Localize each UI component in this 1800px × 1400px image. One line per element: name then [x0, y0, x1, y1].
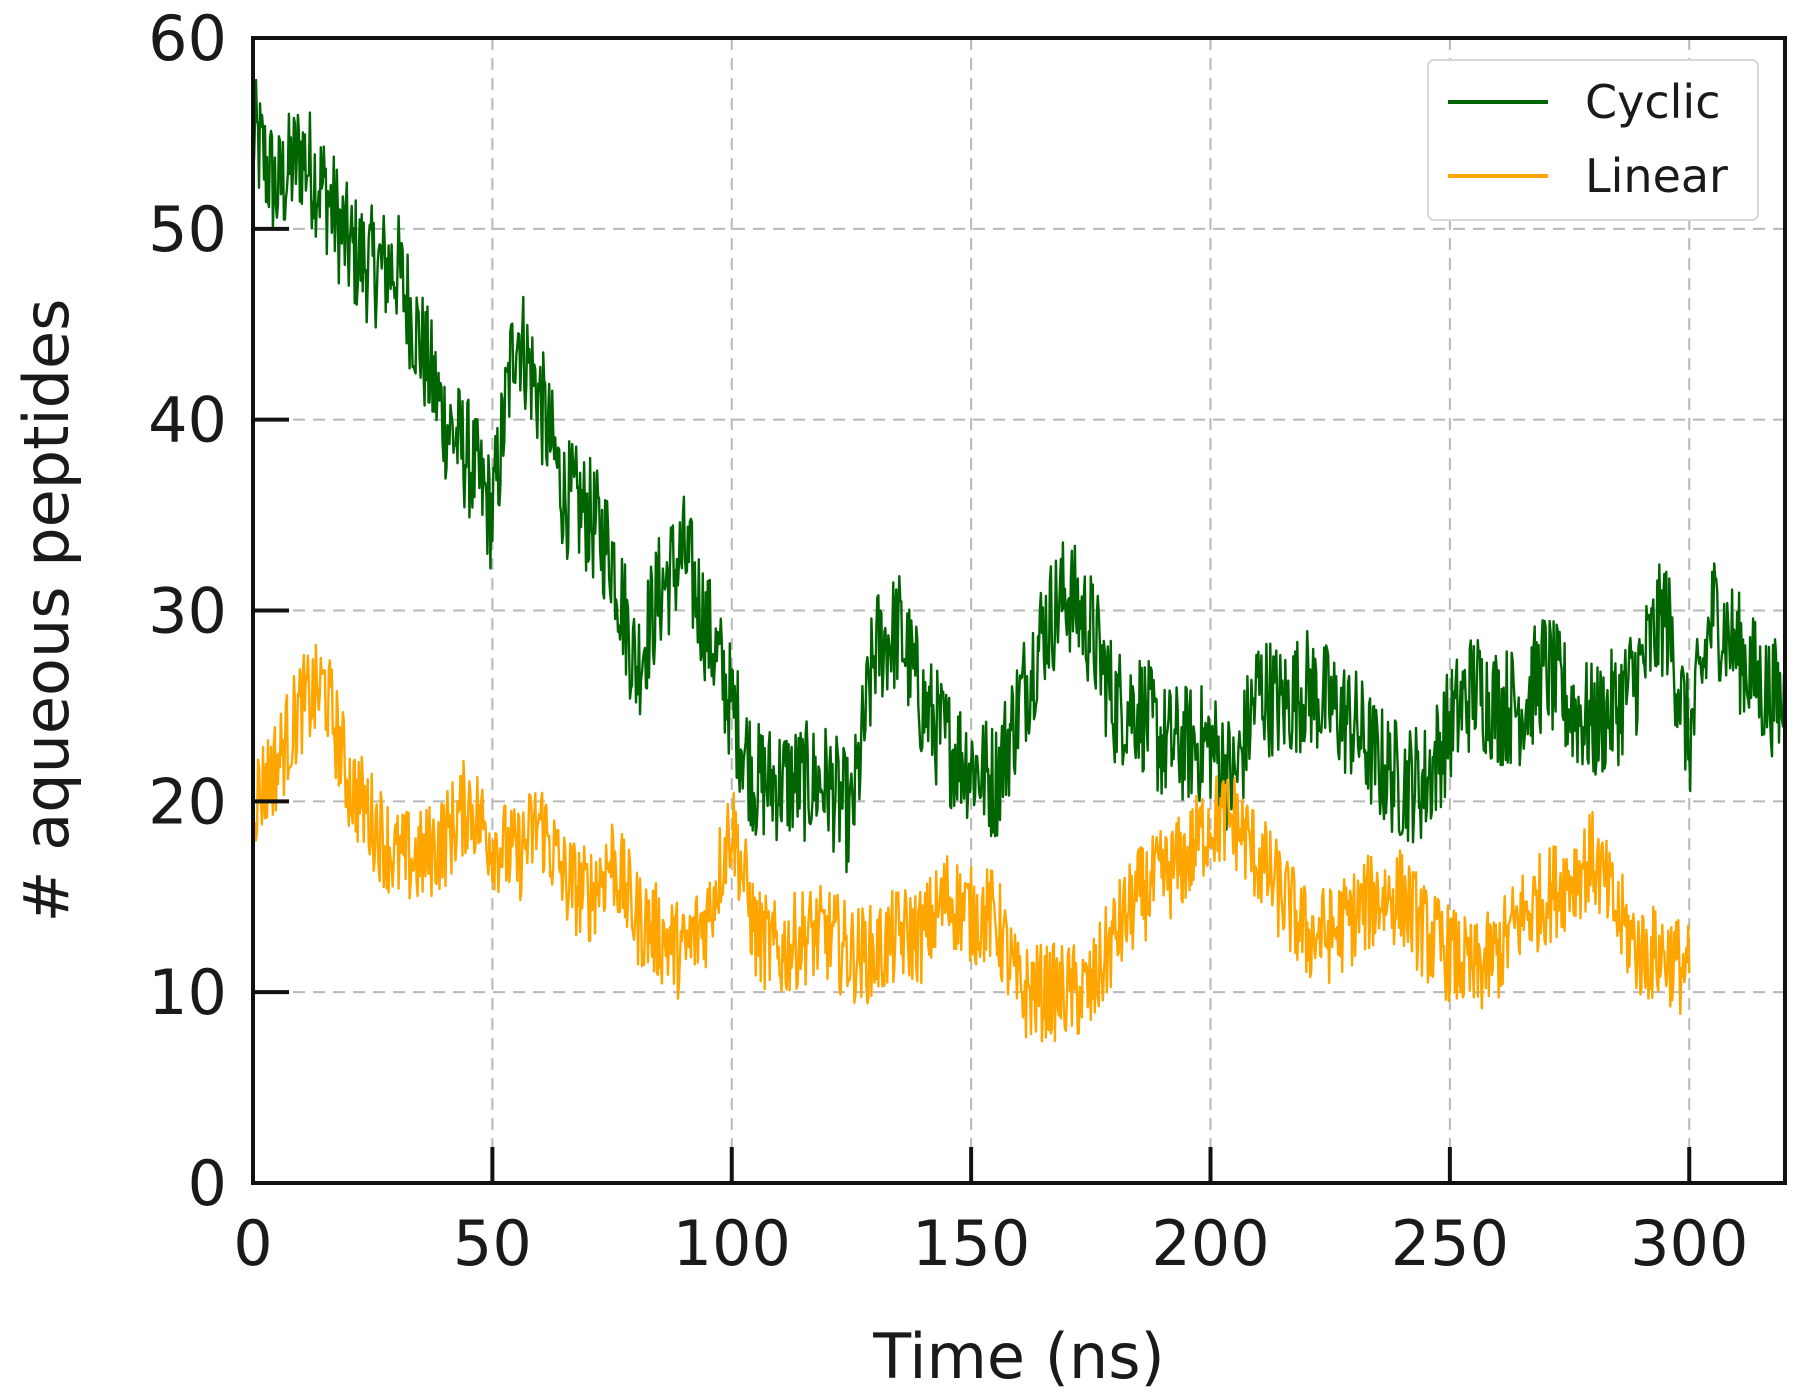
- grid-lines: [253, 38, 1785, 1183]
- legend-label-cyclic: Cyclic: [1585, 75, 1720, 129]
- x-tick-label-300: 300: [1630, 1207, 1748, 1280]
- axis-ticks: 0 50 100 150 200 250 300 0 10 20 30 40 50 60: [148, 2, 1748, 1280]
- y-tick-label-0: 0: [188, 1147, 227, 1220]
- y-tick-label-10: 10: [148, 956, 227, 1029]
- x-tick-label-0: 0: [233, 1207, 272, 1280]
- x-tick-label-50: 50: [453, 1207, 532, 1280]
- legend: Cyclic Linear: [1427, 59, 1759, 221]
- series-lines: [251, 78, 1787, 1043]
- series-line-cyclic: [251, 78, 1787, 874]
- y-tick-label-40: 40: [148, 384, 227, 457]
- x-tick-label-200: 200: [1151, 1207, 1269, 1280]
- series-line-linear: [251, 643, 1691, 1043]
- legend-label-linear: Linear: [1585, 149, 1728, 203]
- y-tick-label-50: 50: [148, 193, 227, 266]
- x-axis-label: Time (ns): [872, 1320, 1164, 1393]
- x-tick-label-100: 100: [673, 1207, 791, 1280]
- x-tick-label-150: 150: [912, 1207, 1030, 1280]
- y-tick-label-60: 60: [148, 2, 227, 75]
- y-axis-label: # aqueous peptides: [10, 299, 83, 923]
- y-tick-label-30: 30: [148, 575, 227, 648]
- x-tick-label-250: 250: [1391, 1207, 1509, 1280]
- y-tick-label-20: 20: [148, 765, 227, 838]
